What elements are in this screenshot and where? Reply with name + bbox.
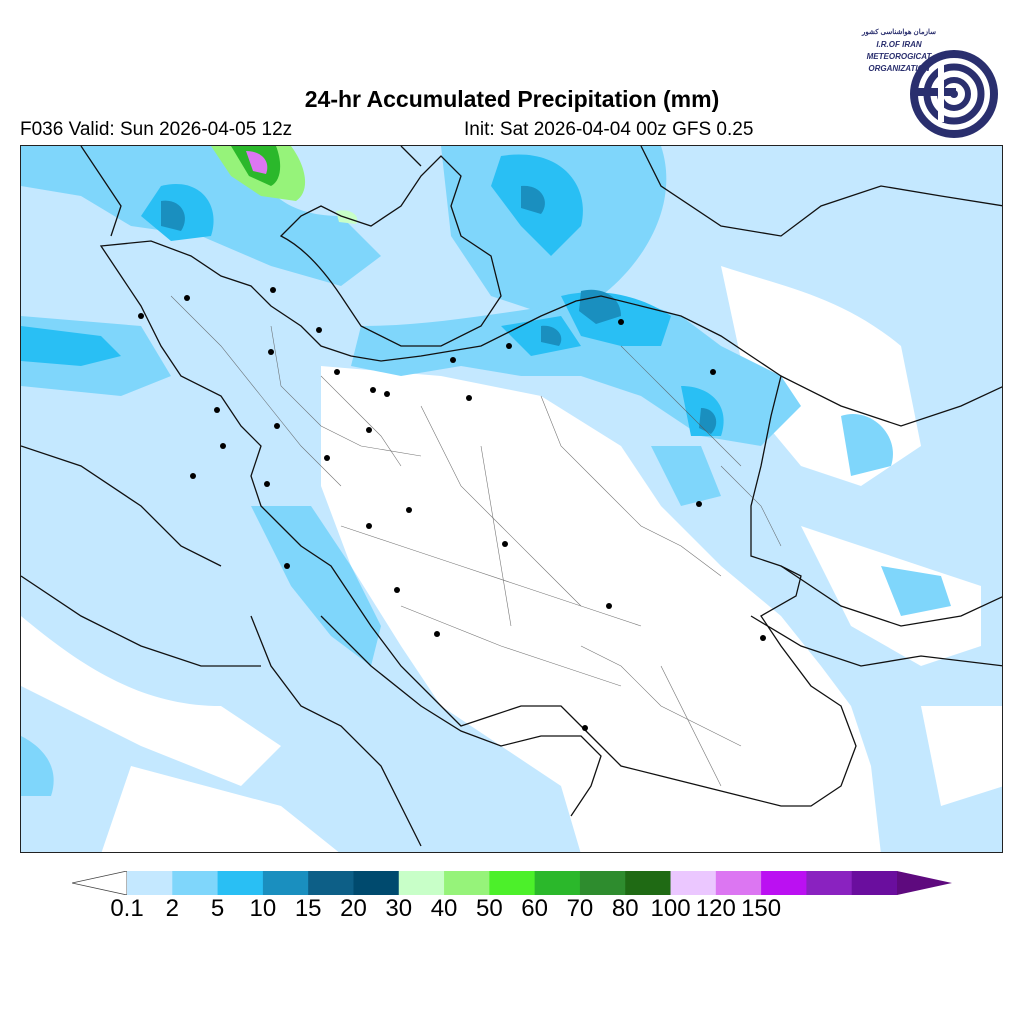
legend-tick-label: 15	[294, 895, 322, 922]
legend-color-cell	[851, 871, 898, 895]
legend-color-cell	[217, 871, 264, 895]
color-legend-bar	[72, 871, 952, 895]
color-legend-labels: 0.1 2 5 10 15 20 30 40 50 60 70 80 100 120 150	[0, 895, 1024, 925]
legend-tick-label: 50	[475, 895, 503, 922]
legend-tick-label: 30	[385, 895, 413, 922]
legend-low-extend	[72, 871, 128, 895]
logo-text-line1: I.R.OF IRAN	[876, 40, 922, 49]
legend-color-cell	[625, 871, 672, 895]
map-canvas	[21, 146, 1002, 852]
legend-high-extend	[897, 871, 952, 895]
legend-tick-label: 40	[430, 895, 458, 922]
dry-areas	[21, 266, 1002, 852]
legend-color-cell	[172, 871, 219, 895]
legend-tick-label: 70	[566, 895, 594, 922]
province-borders	[170, 295, 782, 787]
precip-max-cell	[211, 146, 358, 224]
legend-tick-label: 20	[340, 895, 367, 922]
legend-tick-label: 5	[210, 895, 225, 922]
logo-text-line3: ORGANIZATION	[868, 64, 930, 73]
legend-color-cell	[806, 871, 853, 895]
legend-color-cell	[353, 871, 400, 895]
legend-color-cell	[398, 871, 445, 895]
precipitation-map	[20, 145, 1003, 853]
legend-color-cell	[262, 871, 309, 895]
init-time: Init: Sat 2026-04-04 00z GFS 0.25	[464, 119, 754, 140]
legend-tick-label: 0.1	[110, 895, 144, 922]
very-heavy-precip-areas	[161, 185, 717, 434]
legend-color-cell	[534, 871, 581, 895]
map-title: 24-hr Accumulated Precipitation (mm)	[304, 86, 720, 112]
legend-tick-label: 60	[521, 895, 548, 922]
legend-color-cell	[579, 871, 626, 895]
logo-text-line2: METEOROGICAT	[866, 52, 932, 61]
legend-color-cell	[308, 871, 354, 895]
legend-tick-label: 80	[611, 895, 639, 922]
legend-color-cell	[761, 871, 807, 895]
legend-color-cell	[715, 871, 762, 895]
legend-tick-label: 120	[695, 895, 736, 922]
legend-tick-label: 150	[741, 895, 782, 922]
legend-tick-label: 100	[650, 895, 691, 922]
city-markers	[138, 287, 766, 731]
organization-logo: سازمان هواشناسی کشور I.R.OF IRAN METEORO…	[858, 22, 998, 140]
legend-tick-label: 2	[165, 895, 179, 922]
legend-color-cell	[670, 871, 717, 895]
valid-time: F036 Valid: Sun 2026-04-05 12z	[20, 119, 293, 140]
legend-color-cell	[127, 871, 173, 895]
legend-tick-label: 10	[249, 895, 277, 922]
legend-color-cell	[444, 871, 490, 895]
logo-emblem-icon	[910, 50, 998, 138]
borders	[21, 146, 1002, 847]
legend-color-cell	[489, 871, 536, 895]
logo-text-fa: سازمان هواشناسی کشور	[862, 29, 936, 36]
